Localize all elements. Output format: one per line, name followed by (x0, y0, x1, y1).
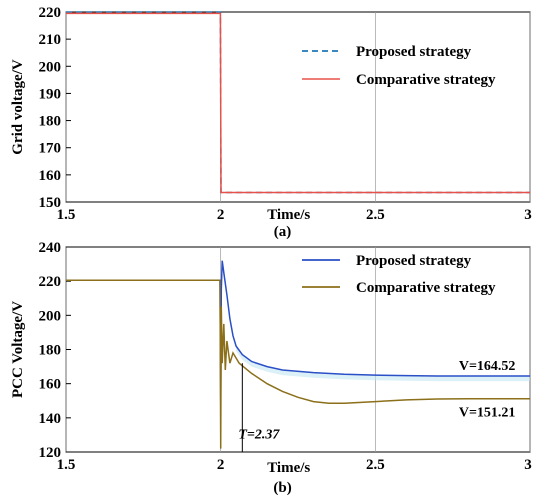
panel-b-lines (66, 260, 530, 449)
panel-b: 120 140 160 180 200 220 240 1.5 2 2.5 3 PCC Volta… (10, 240, 532, 496)
legend-label-proposed: Proposed strategy (356, 253, 472, 269)
y-tick-label: 190 (39, 86, 62, 102)
y-tick-label: 210 (39, 32, 62, 48)
panel-a-x-ticks: 1.5 2 2.5 3 (57, 207, 532, 223)
y-tick-label: 220 (39, 5, 62, 21)
panel-b-y-ticks: 120 140 160 180 200 220 240 (39, 240, 62, 461)
y-tick-label: 160 (39, 168, 62, 184)
y-tick-label: 240 (39, 240, 62, 256)
panel-a-x-axis-label: Time/s (267, 207, 310, 223)
y-tick-label: 200 (39, 308, 62, 324)
x-tick-label: 3 (524, 207, 532, 223)
panel-a: 150 160 170 180 190 200 210 220 1.5 2 2.5 3 Grid v… (10, 5, 532, 240)
x-tick-label: 2 (217, 457, 225, 473)
legend-label-proposed: Proposed strategy (356, 44, 472, 60)
y-tick-label: 180 (39, 343, 62, 359)
series-line-comparative (66, 12, 530, 194)
x-tick-label: 1.5 (57, 207, 76, 223)
y-tick-label: 140 (39, 411, 62, 427)
y-tick-label: 180 (39, 114, 62, 130)
panel-a-label: (a) (274, 224, 292, 240)
panel-a-legend: Proposed strategy Comparative strategy (302, 44, 496, 88)
y-tick-label: 220 (39, 274, 62, 290)
series-line-comparative (66, 279, 530, 449)
x-tick-label: 2.5 (366, 207, 385, 223)
annotation-v-comparative: V=151.21 (459, 406, 516, 421)
panel-a-y-ticks: 150 160 170 180 190 200 210 220 (39, 5, 62, 211)
panel-b-x-axis-label: Time/s (267, 460, 310, 476)
y-tick-label: 150 (39, 195, 62, 211)
annotation-v-proposed: V=164.52 (459, 359, 516, 374)
panel-a-y-axis-label: Grid voltage/V (10, 59, 26, 155)
x-tick-label: 1.5 (57, 457, 76, 473)
panel-b-y-axis-label: PCC Voltage/V (10, 301, 26, 398)
y-tick-label: 160 (39, 377, 62, 393)
annotation-t-marker: T=2.37 (238, 427, 280, 442)
y-tick-label: 200 (39, 59, 62, 75)
x-tick-label: 2.5 (366, 457, 385, 473)
x-tick-label: 2 (217, 207, 225, 223)
panel-b-plot-area (65, 246, 531, 453)
panel-b-label: (b) (273, 480, 291, 496)
legend-label-comparative: Comparative strategy (356, 280, 496, 296)
x-tick-label: 3 (524, 457, 532, 473)
series-line-proposed (66, 260, 530, 401)
panel-a-plot-area (65, 11, 531, 203)
legend-label-comparative: Comparative strategy (356, 72, 496, 88)
panel-b-x-ticks: 1.5 2 2.5 3 (57, 457, 532, 473)
panel-a-lines (66, 11, 530, 194)
y-tick-label: 120 (39, 445, 62, 461)
y-tick-label: 170 (39, 141, 62, 157)
panel-b-legend: Proposed strategy Comparative strategy (302, 253, 496, 296)
